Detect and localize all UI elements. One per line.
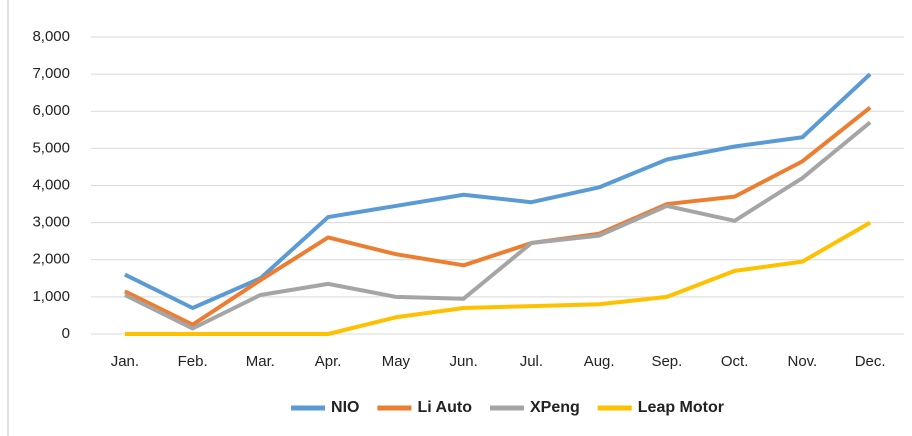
y-tick-label: 0 (62, 325, 70, 342)
y-tick-label: 3,000 (32, 214, 70, 231)
x-tick-label: Oct. (721, 353, 749, 370)
x-tick-label: Jan. (111, 353, 139, 370)
x-tick-label: Apr. (315, 353, 342, 370)
y-tick-label: 4,000 (32, 176, 70, 193)
y-tick-label: 2,000 (32, 251, 70, 268)
series-line (123, 72, 872, 311)
x-tick-label: Jun. (449, 353, 477, 370)
x-tick-label: May (382, 353, 411, 370)
x-tick-label: Feb. (178, 353, 208, 370)
x-tick-label: Jul. (520, 353, 543, 370)
legend: NIO Li Auto XPeng Leap Motor (291, 399, 724, 416)
legend-label: Li Auto (417, 399, 472, 416)
legend-label: XPeng (530, 399, 580, 416)
y-tick-label: 5,000 (32, 139, 70, 156)
series-line (124, 220, 872, 336)
legend-label: NIO (331, 399, 359, 416)
y-tick-label: 1,000 (32, 288, 70, 305)
y-tick-label: 7,000 (32, 65, 70, 82)
y-tick-label: 6,000 (32, 102, 70, 119)
x-tick-label: Sep. (651, 353, 682, 370)
legend-label: Leap Motor (638, 399, 724, 416)
x-tick-label: Nov. (788, 353, 818, 370)
y-tick-label: 8,000 (32, 28, 70, 45)
series-line (123, 120, 872, 331)
x-tick-label: Mar. (246, 353, 275, 370)
x-tick-label: Aug. (584, 353, 615, 370)
x-tick-label: Dec. (855, 353, 886, 370)
series-line (123, 105, 872, 327)
